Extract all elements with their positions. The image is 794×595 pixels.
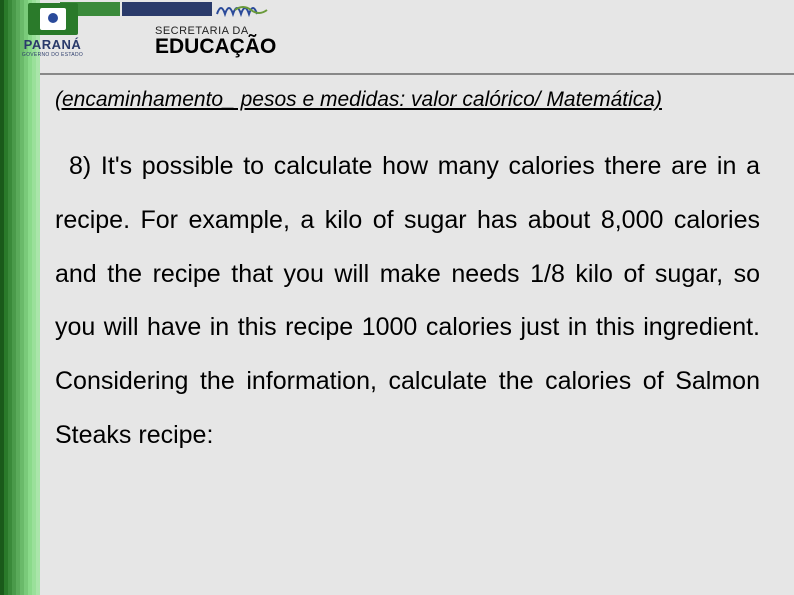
parana-logo: PARANÁ GOVERNO DO ESTADO — [5, 3, 100, 73]
question-body: 8) It's possible to calculate how many c… — [55, 140, 760, 463]
secretaria-block: SECRETARIA DA EDUCAÇÃO — [155, 25, 276, 59]
header-underline — [40, 73, 794, 75]
context-note: (encaminhamento_ pesos e medidas: valor … — [55, 88, 760, 112]
logo-state-name: PARANÁ — [5, 37, 100, 52]
logo-subtitle: GOVERNO DO ESTADO — [5, 52, 100, 58]
page-header: PARANÁ GOVERNO DO ESTADO SECRETARIA DA E… — [0, 0, 794, 75]
parana-flag-icon — [28, 3, 78, 35]
question-text: 8) It's possible to calculate how many c… — [55, 140, 760, 463]
top-decorative-bar — [60, 0, 794, 18]
slide-content: (encaminhamento_ pesos e medidas: valor … — [55, 88, 760, 463]
secretaria-line2: EDUCAÇÃO — [155, 35, 276, 59]
top-bar-navy-segment — [122, 2, 212, 16]
left-green-stripe — [0, 0, 40, 595]
top-bar-scribble-icon — [215, 0, 275, 18]
